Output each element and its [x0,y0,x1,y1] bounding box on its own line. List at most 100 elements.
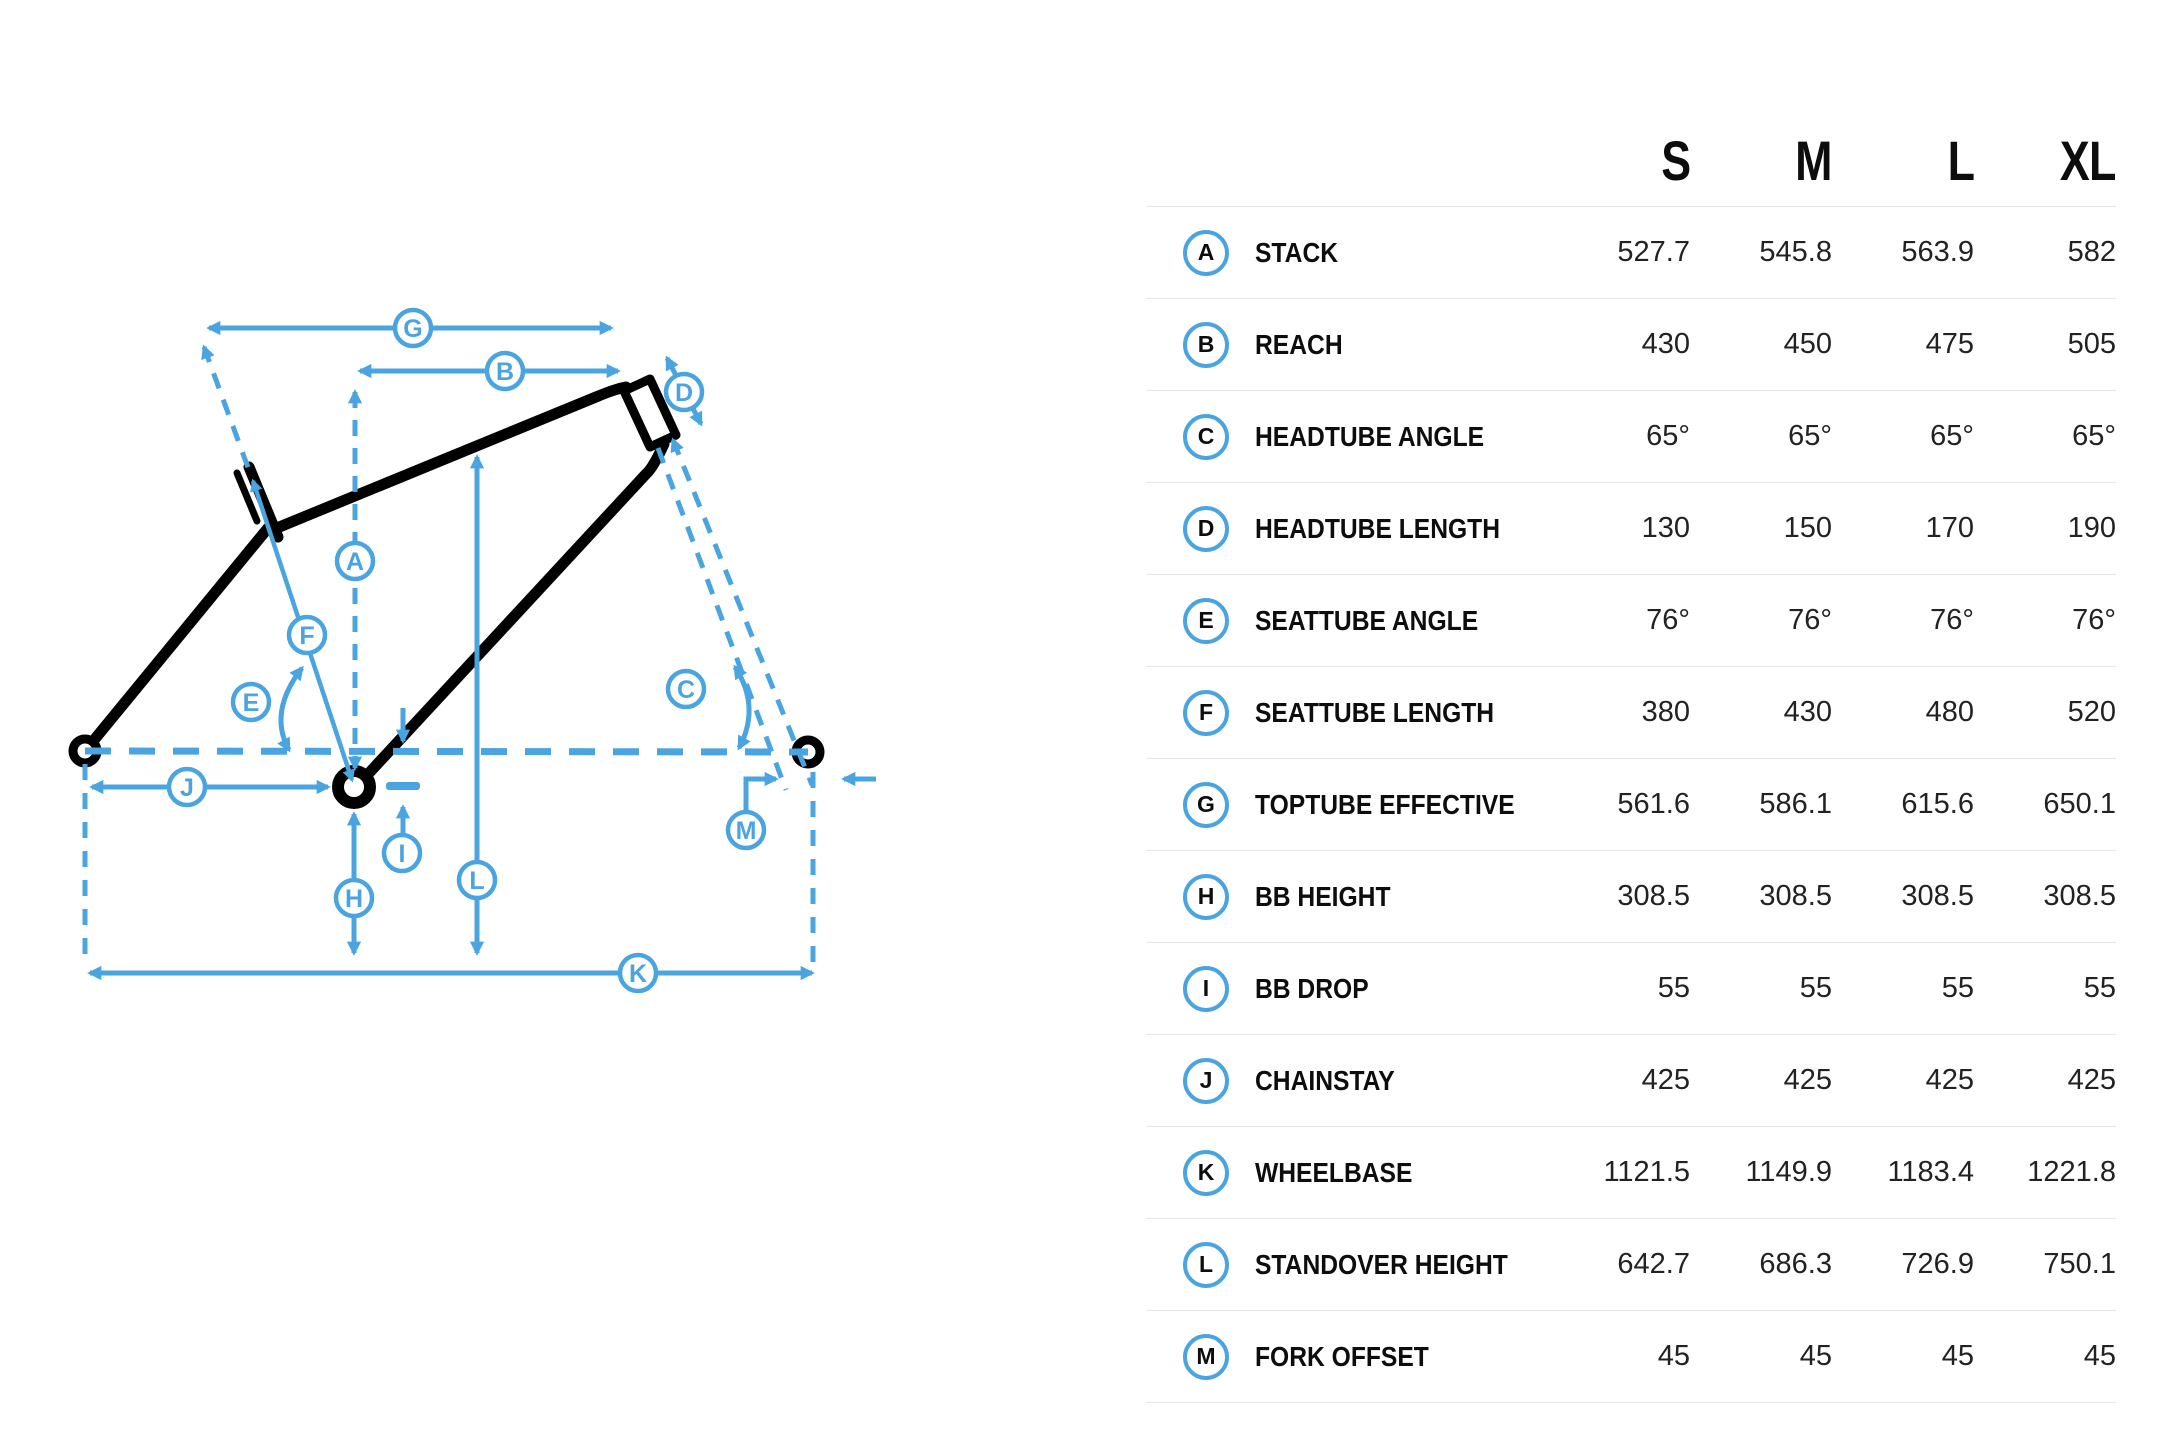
letter-badge-text: J [1199,1067,1213,1093]
value-s: 527.7 [1617,236,1690,268]
svg-text:A: A [346,548,364,576]
table-row: K WHEELBASE 1121.5 1149.9 1183.4 1221.8 [1146,1127,2116,1219]
value-m: 150 [1783,512,1832,544]
steering-axis-line [655,447,789,791]
letter-badge: I [1183,965,1229,1012]
value-m: 55 [1799,972,1832,1004]
value-s: 45 [1657,1340,1690,1372]
value-l: 45 [1941,1340,1974,1372]
value-l: 480 [1925,696,1974,728]
row-label: REACH [1255,328,1343,360]
svg-text:J: J [180,774,194,802]
axle-ground-dashed-line [84,747,809,756]
value-m: 308.5 [1759,880,1832,912]
letter-badge-text: K [1197,1159,1215,1185]
letter-badge-text: C [1197,423,1215,449]
letter-badge-text: L [1198,1251,1214,1277]
value-xl: 55 [2083,972,2116,1004]
letter-badge: F [1183,689,1229,736]
row-label-cell: L STANDOVER HEIGHT [1146,1241,1548,1288]
letter-badge: E [1183,597,1229,644]
letter-badge-text: B [1197,331,1215,357]
row-label-cell: B REACH [1146,321,1548,368]
geometry-table: S M L XL A STACK 527.7 545.8 563.9 5 [1146,115,2117,1403]
svg-text:C: C [677,676,695,704]
diagram-label-chainstay: J [166,766,208,808]
row-label-cell: F SEATTUBE LENGTH [1146,689,1548,736]
letter-badge: B [1183,321,1229,368]
value-m: 430 [1783,696,1832,728]
row-label: HEADTUBE LENGTH [1255,512,1501,544]
letter-badge: H [1183,873,1229,920]
row-label-cell: C HEADTUBE ANGLE [1146,413,1548,460]
row-label: HEADTUBE ANGLE [1255,420,1485,452]
table-header-row: S M L XL [1146,115,2117,207]
value-s: 130 [1641,512,1690,544]
row-label-cell: K WHEELBASE [1146,1149,1548,1196]
value-m: 425 [1783,1064,1832,1096]
bbdrop-reference-bar [386,782,420,790]
row-label: SEATTUBE LENGTH [1255,696,1495,728]
value-l: 65° [1930,420,1974,452]
seattube-axis-line [201,344,253,474]
letter-badge: K [1183,1149,1229,1196]
value-xl: 308.5 [2043,880,2116,912]
table-row: I BB DROP 55 55 55 55 [1146,943,2116,1035]
seatstay-tube [79,522,274,757]
letter-badge-text: D [1197,515,1215,541]
table-row: F SEATTUBE LENGTH 380 430 480 520 [1146,667,2116,759]
value-s: 55 [1657,972,1690,1004]
value-m: 545.8 [1759,236,1832,268]
value-m: 76° [1788,604,1832,636]
row-label-cell: H BB HEIGHT [1146,873,1548,920]
letter-badge: C [1183,413,1229,460]
diagram-label-fork-offset: M [725,809,767,851]
letter-badge: J [1183,1057,1229,1104]
letter-badge-text: H [1197,883,1215,909]
value-l: 425 [1925,1064,1974,1096]
table-row: L STANDOVER HEIGHT 642.7 686.3 726.9 750… [1146,1219,2116,1311]
svg-text:B: B [496,358,514,386]
value-m: 1149.9 [1745,1156,1832,1188]
value-l: 475 [1925,328,1974,360]
frame-outline [68,374,825,809]
svg-text:G: G [403,315,422,343]
value-s: 76° [1646,604,1690,636]
row-label-cell: M FORK OFFSET [1146,1333,1548,1380]
value-xl: 1221.8 [2027,1156,2116,1188]
value-xl: 65° [2072,420,2116,452]
diagram-label-seattube-angle: E [230,681,272,723]
row-label-cell: D HEADTUBE LENGTH [1146,505,1548,552]
table-row: B REACH 430 450 475 505 [1146,299,2116,391]
row-label-cell: G TOPTUBE EFFECTIVE [1146,781,1548,828]
value-m: 686.3 [1759,1248,1832,1280]
size-header-s: S [1660,129,1691,192]
letter-badge: L [1183,1241,1229,1288]
letter-badge: M [1183,1333,1229,1380]
top-tube [266,381,632,536]
row-label: CHAINSTAY [1255,1064,1395,1096]
table-row: D HEADTUBE LENGTH 130 150 170 190 [1146,483,2116,575]
value-l: 76° [1930,604,1974,636]
diagram-label-bb-drop: I [381,832,423,874]
diagram-label-headtube-length: D [663,371,705,413]
diagram-label-wheelbase: K [617,952,659,994]
row-label: SEATTUBE ANGLE [1255,604,1479,636]
value-s: 65° [1646,420,1690,452]
row-label-cell: A STACK [1146,229,1548,276]
value-m: 450 [1783,328,1832,360]
table-row: A STACK 527.7 545.8 563.9 582 [1146,207,2116,299]
value-s: 425 [1641,1064,1690,1096]
value-l: 726.9 [1901,1248,1974,1280]
table-row: G TOPTUBE EFFECTIVE 561.6 586.1 615.6 65… [1146,759,2116,851]
table-row: M FORK OFFSET 45 45 45 45 [1146,1311,2116,1403]
size-header-l: L [1947,129,1974,192]
value-s: 642.7 [1617,1248,1690,1280]
letter-badge: G [1183,781,1229,828]
value-l: 615.6 [1901,788,1974,820]
table-row: E SEATTUBE ANGLE 76° 76° 76° 76° [1146,575,2116,667]
diagram-label-toptube: G [392,307,434,349]
row-label: BB DROP [1255,972,1369,1004]
diagram-label-headtube-angle: C [665,668,707,710]
